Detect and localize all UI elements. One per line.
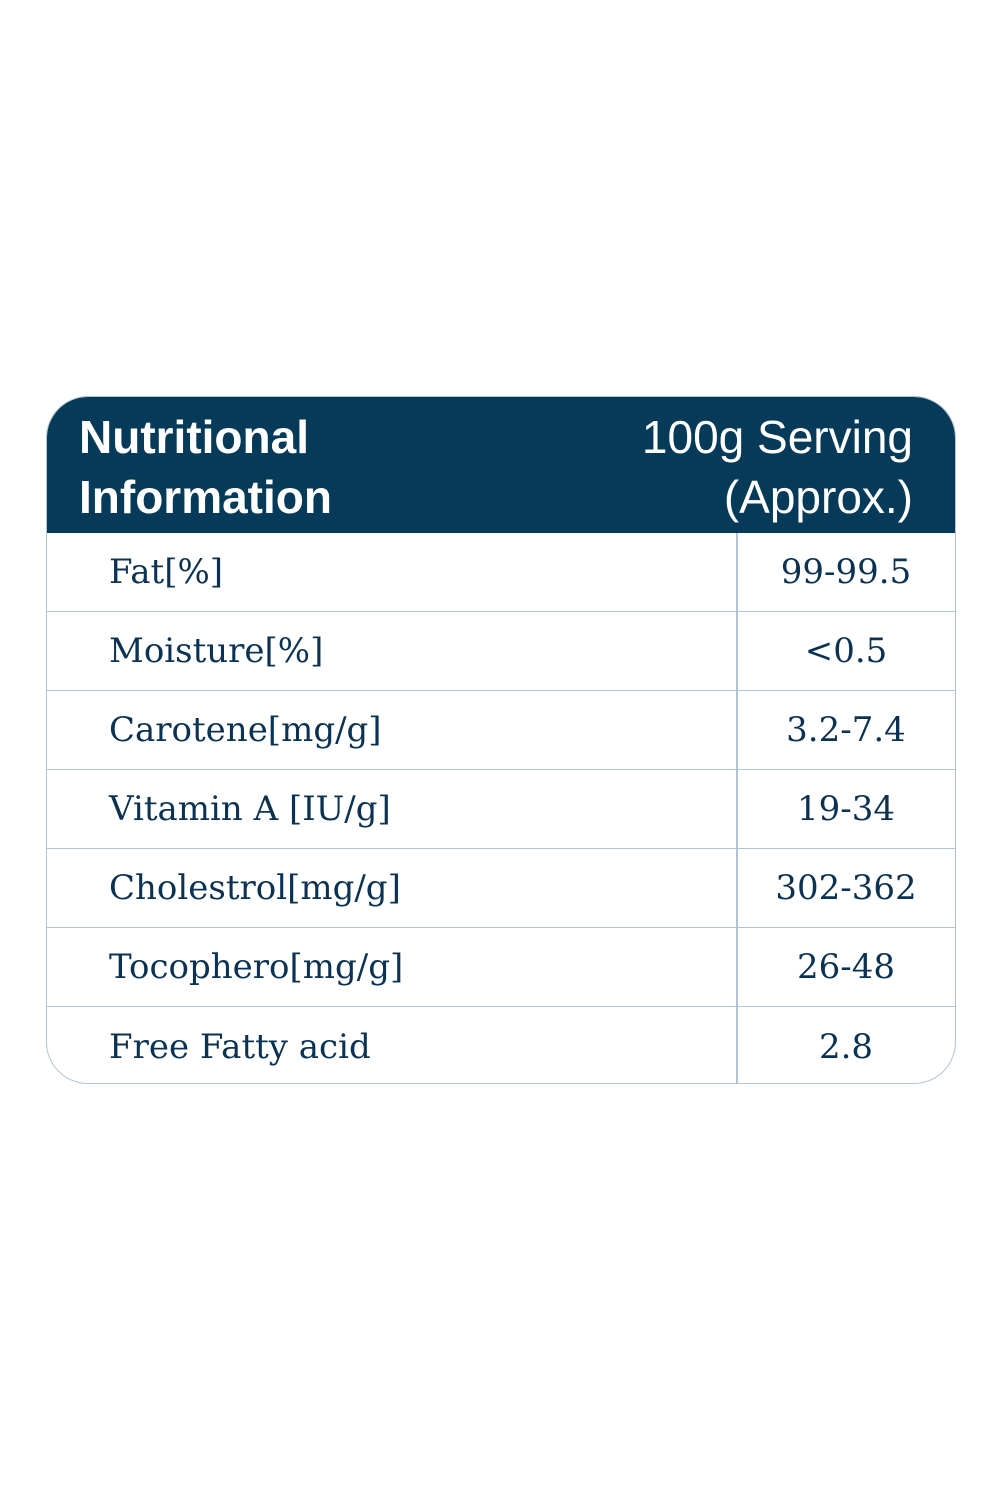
- nutrient-value: 26-48: [796, 947, 895, 987]
- table-row: Tocophero[mg/g] 26-48: [47, 928, 955, 1007]
- serving-size: 100g Serving (Approx.): [642, 407, 913, 527]
- nutrient-value: 99-99.5: [780, 552, 912, 592]
- nutrient-value: 3.2-7.4: [786, 710, 906, 750]
- table-body: Fat[%] 99-99.5 Moisture[%] <0.5 Carotene…: [47, 533, 955, 1083]
- nutrient-value: <0.5: [804, 631, 888, 671]
- nutrient-label: Vitamin A [IU/g]: [109, 789, 391, 829]
- serving-line-1: 100g Serving: [641, 411, 913, 463]
- title-line-1: Nutritional: [79, 411, 309, 463]
- nutrient-value: 302-362: [775, 868, 917, 908]
- table-row: Free Fatty acid 2.8: [47, 1007, 955, 1083]
- nutrition-table: Nutritional Information 100g Serving (Ap…: [46, 396, 956, 1084]
- serving-line-2: (Approx.): [723, 471, 913, 523]
- table-row: Carotene[mg/g] 3.2-7.4: [47, 691, 955, 770]
- table-row: Moisture[%] <0.5: [47, 612, 955, 691]
- nutrient-label: Moisture[%]: [109, 631, 324, 671]
- table-title: Nutritional Information: [79, 407, 332, 527]
- nutrient-label: Cholestrol[mg/g]: [109, 868, 401, 908]
- column-divider: [736, 533, 738, 1083]
- nutrient-value: 2.8: [818, 1026, 874, 1067]
- nutrient-label: Tocophero[mg/g]: [109, 947, 404, 987]
- nutrient-label: Carotene[mg/g]: [109, 710, 382, 750]
- table-row: Fat[%] 99-99.5: [47, 533, 955, 612]
- table-row: Cholestrol[mg/g] 302-362: [47, 849, 955, 928]
- table-header: Nutritional Information 100g Serving (Ap…: [47, 397, 955, 533]
- nutrient-label: Fat[%]: [109, 552, 224, 592]
- title-line-2: Information: [79, 471, 332, 523]
- nutrient-label: Free Fatty acid: [109, 1026, 371, 1067]
- table-row: Vitamin A [IU/g] 19-34: [47, 770, 955, 849]
- nutrient-value: 19-34: [796, 789, 895, 829]
